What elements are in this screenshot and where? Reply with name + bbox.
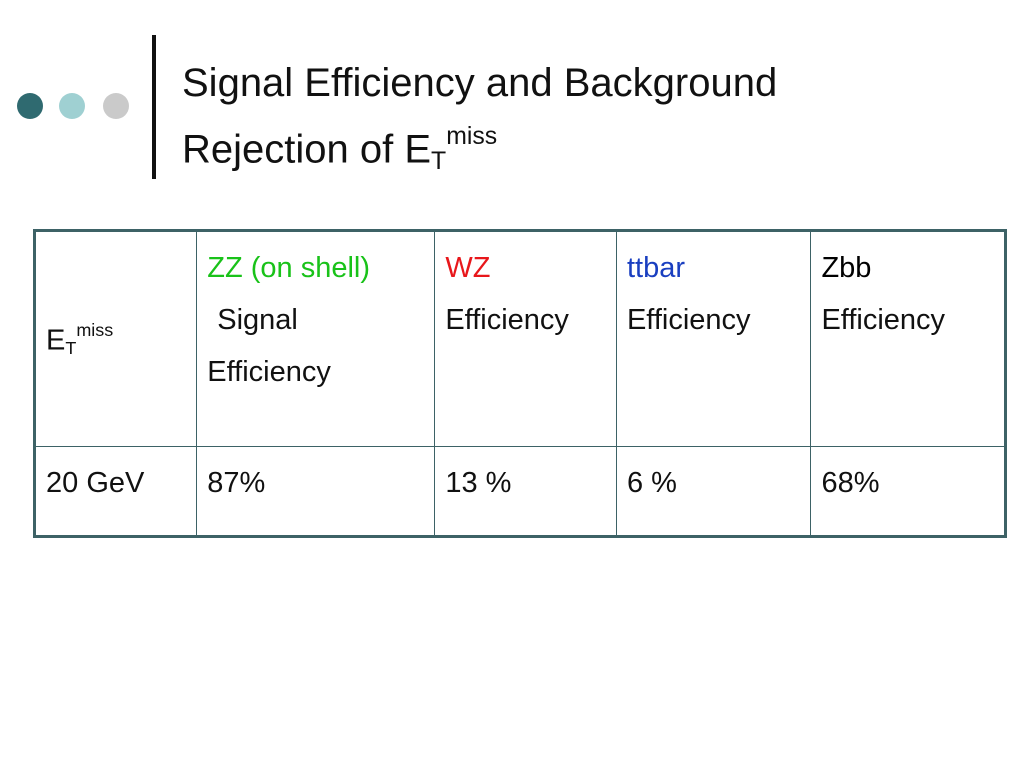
table-cell: 13 % — [434, 446, 617, 537]
data-table: ETmiss ZZ (on shell) Signal Efficiency WZ Eff… — [33, 229, 1007, 538]
header-name: ZZ (on shell) — [207, 252, 371, 284]
header-cell: Zbb Efficiency — [810, 229, 1006, 448]
title-superscript: miss — [446, 123, 498, 150]
header-cell: WZ Efficiency — [434, 229, 617, 448]
header-name: ttbar — [626, 252, 685, 284]
header-subscript: T — [65, 338, 77, 359]
title-subscript: T — [431, 147, 447, 175]
title-line: Signal Efficiency and Background — [182, 61, 778, 105]
header-name: Zbb — [821, 252, 872, 284]
table-cell: 87% — [196, 446, 436, 537]
header-cell: ETmiss — [33, 229, 198, 448]
bullet-dot — [17, 93, 43, 119]
header-line: Efficiency — [445, 304, 569, 336]
table-cell: 6 % — [615, 446, 812, 537]
bullet-dot — [59, 93, 85, 119]
header-cell: ttbar Efficiency — [615, 229, 812, 448]
title-text: Rejection of E — [182, 127, 432, 172]
table-body: 20 GeV 87% 13 % 6 % 68% — [33, 446, 1006, 537]
header-line: Signal — [217, 304, 298, 336]
header-line: Efficiency — [821, 304, 946, 336]
title-line: Rejection of ETmiss — [182, 110, 777, 189]
slide-title: Signal Efficiency and Background Rejecti… — [182, 56, 777, 189]
header-row: ETmiss ZZ (on shell) Signal Efficiency WZ Eff… — [33, 229, 1006, 448]
header-cell: ZZ (on shell) Signal Efficiency — [196, 229, 436, 448]
table-cell: 20 GeV — [33, 446, 198, 537]
table-cell: 68% — [810, 446, 1006, 537]
divider — [152, 35, 156, 179]
table-row: 20 GeV 87% 13 % 6 % 68% — [33, 446, 1006, 537]
bullet-dot — [103, 93, 129, 119]
header-line: Efficiency — [626, 304, 751, 336]
header-name: WZ — [445, 252, 491, 284]
header-line: Efficiency — [207, 356, 331, 388]
header-text: E — [46, 324, 66, 357]
header-superscript: miss — [76, 320, 114, 341]
